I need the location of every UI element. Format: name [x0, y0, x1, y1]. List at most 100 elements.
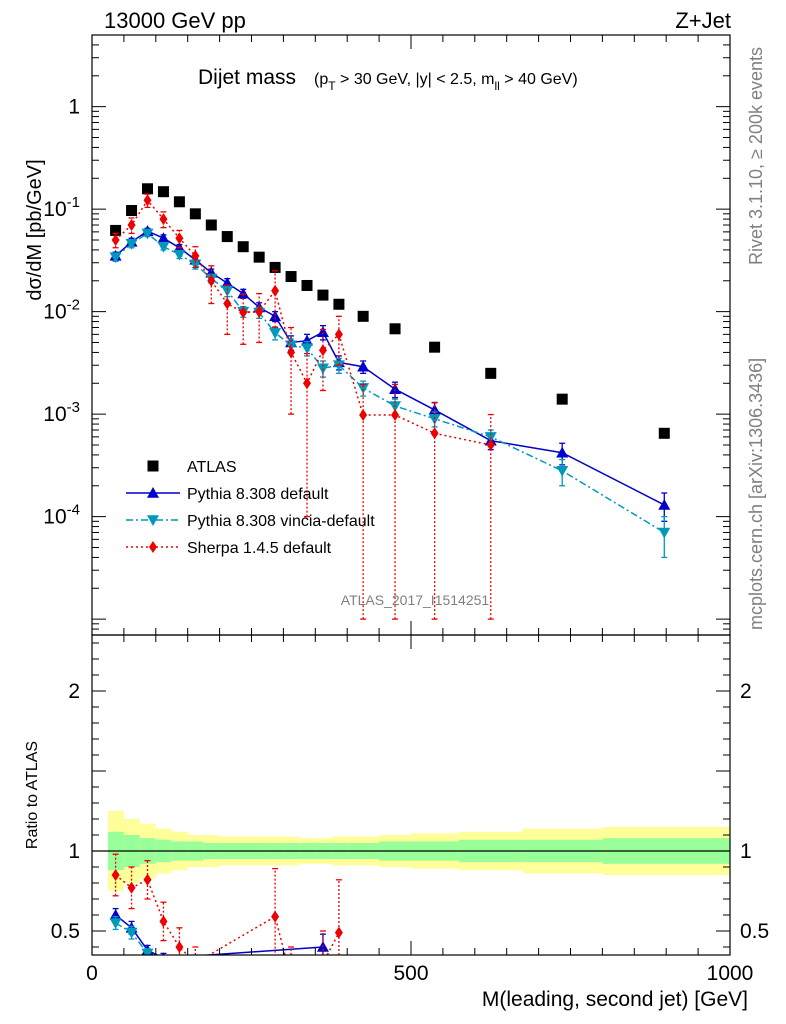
main-series-1-point-12	[301, 334, 314, 346]
main-series-1-point-10	[269, 310, 282, 322]
main-series-0-point-14	[333, 298, 345, 310]
main-series-3-point-5	[191, 249, 200, 262]
main-series-2-point-12	[301, 343, 314, 355]
main-series-2-point-3	[157, 241, 170, 253]
main-series-2-point-20	[658, 527, 671, 539]
x-tick-label-2: 1000	[707, 962, 754, 985]
chart-title: Dijet mass	[198, 66, 296, 89]
main-series-1-point-20	[658, 498, 671, 510]
legend-label-1: Pythia 8.308 default	[187, 486, 329, 503]
main-series-3-point-17	[430, 427, 439, 440]
ratio-series-1-point-2	[141, 948, 154, 955]
ratio-ticks	[91, 635, 731, 955]
ratio-series-1-line	[115, 922, 152, 955]
header-right-label: Z+Jet	[675, 8, 731, 33]
main-series-3-point-13	[318, 344, 327, 357]
ratio-series-1	[109, 915, 169, 969]
x-tick-label-0: 0	[86, 962, 98, 985]
main-series-0-point-19	[556, 393, 568, 405]
main-series-0-point-16	[389, 323, 401, 335]
ratio-series-2-point-8	[303, 986, 311, 998]
legend-item-1: Pythia 8.308 default	[126, 486, 329, 503]
main-series-3-point-9	[255, 305, 264, 318]
ratio-series-2-point-4	[175, 941, 184, 953]
ratio-y-tick-label-right-2: 2	[740, 680, 752, 703]
main-y-tick-label-4: 10-4	[43, 502, 80, 529]
main-series-2-point-17	[428, 414, 441, 425]
main-series-3	[111, 193, 495, 620]
chart-title-cuts: (pT > 30 GeV, |y| < 2.5, mll > 40 GeV)	[314, 71, 578, 93]
main-series-2-point-4	[173, 249, 186, 261]
main-series-0-point-7	[221, 231, 233, 243]
rivet-label: Rivet 3.1.10, ≥ 200k events	[746, 47, 766, 265]
ratio-series-2-point-3	[159, 915, 168, 928]
legend-item-0: ATLAS	[147, 459, 237, 476]
main-series-0-point-10	[269, 261, 281, 273]
legend-label-3: Sherpa 1.4.5 default	[187, 540, 332, 557]
legend-marker-3	[149, 541, 157, 553]
ratio-series-layer	[109, 853, 343, 998]
ratio-series-2	[111, 853, 343, 998]
main-series-0-point-11	[285, 271, 297, 283]
main-series-0-point-5	[189, 208, 201, 220]
main-y-tick-labels: 1 10-1 10-2 10-3 10-4	[43, 96, 80, 529]
main-series-3-point-8	[239, 306, 248, 319]
main-series-0-point-3	[157, 186, 169, 198]
main-series-0-point-9	[253, 251, 265, 263]
legend-marker-0	[147, 460, 159, 472]
main-series-2-point-15	[357, 383, 370, 394]
main-series-3-point-6	[207, 274, 216, 287]
main-series-3-point-1	[127, 219, 136, 232]
main-y-axis-label: dσ/dM [pb/GeV]	[24, 159, 46, 300]
main-series-0-point-8	[237, 241, 249, 253]
ratio-series-1-point-3	[157, 958, 169, 969]
legend: ATLAS Pythia 8.308 default Pythia 8.308 vi…	[126, 459, 375, 557]
main-series-2-point-0	[109, 252, 122, 264]
main-series-0-point-0	[110, 224, 122, 236]
main-series-3-point-16	[391, 409, 400, 422]
ratio-series-2-point-1	[127, 881, 136, 894]
main-series-0-point-6	[205, 219, 217, 231]
ratio-y-axis-label: Ratio to ATLAS	[24, 741, 41, 849]
main-series-0-point-1	[126, 204, 138, 216]
main-series-2-point-10	[269, 328, 282, 339]
main-series-0	[110, 183, 670, 439]
main-y-tick-label-0: 1	[68, 96, 80, 119]
main-series-1-point-15	[357, 360, 370, 372]
main-y-tick-label-2: 10-2	[43, 297, 80, 324]
x-axis-label: M(leading, second jet) [GeV]	[482, 988, 748, 1011]
ratio-y-tick-label-right-0: 0.5	[740, 920, 769, 943]
legend-marker-1	[147, 487, 159, 498]
legend-item-3: Sherpa 1.4.5 default	[126, 540, 332, 557]
main-series-2-point-5	[189, 259, 202, 271]
main-series-3-point-14	[334, 328, 343, 341]
ratio-y-tick-label-1: 1	[68, 840, 80, 863]
ratio-series-2-point-2	[143, 873, 152, 886]
main-series-3-point-4	[175, 232, 184, 245]
legend-item-2: Pythia 8.308 vincia-default	[126, 513, 375, 530]
main-ticks	[91, 34, 731, 636]
main-series-2-point-19	[556, 465, 569, 477]
main-series-3-point-11	[287, 346, 296, 359]
ratio-series-2-point-7	[287, 973, 295, 985]
legend-label-2: Pythia 8.308 vincia-default	[187, 513, 375, 530]
main-series-3-point-7	[223, 297, 232, 310]
analysis-watermark: ATLAS_2017_I1514251	[341, 592, 490, 608]
header-left-label: 13000 GeV pp	[104, 8, 246, 33]
main-y-tick-label-3: 10-3	[43, 399, 80, 426]
main-series-0-point-13	[317, 289, 329, 301]
main-series-3-point-12	[303, 377, 312, 390]
main-series-3-point-2	[143, 194, 152, 207]
main-series-0-point-18	[485, 367, 497, 379]
main-series-layer	[109, 183, 671, 620]
main-panel: 1 10-1 10-2 10-3 10-4 Dijet mass (pT > 30 Ge…	[24, 34, 731, 636]
ratio-y-tick-label-right-1: 1	[740, 840, 752, 863]
main-series-1-point-3	[157, 232, 170, 244]
ratio-y-tick-label-0: 0.5	[51, 920, 80, 943]
ratio-series-2-point-0	[111, 869, 120, 881]
ratio-series-2-point-5	[191, 957, 199, 969]
main-series-0-point-20	[658, 427, 670, 439]
ratio-series-2-point-6	[271, 910, 280, 923]
ratio-series-2-line	[115, 874, 340, 955]
